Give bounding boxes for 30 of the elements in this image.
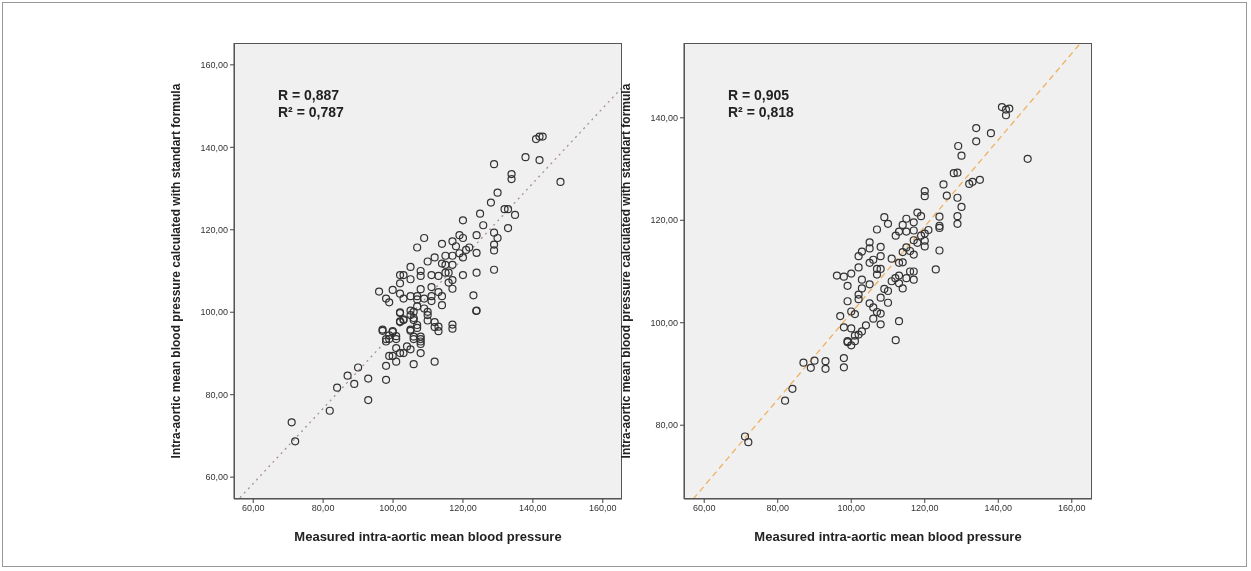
y-tick-label: 120,00 <box>650 215 678 226</box>
y-axis-title: Intra-aortic mean blood pressure calculated with standart formula <box>618 82 634 461</box>
x-tick-label: 60,00 <box>241 503 265 514</box>
x-axis-title: Measured intra-aortic mean blood pressure <box>293 529 563 544</box>
x-tick-label: 60,00 <box>692 503 716 514</box>
y-tick-label: 160,00 <box>200 60 228 71</box>
y-tick-label: 120,00 <box>200 224 228 235</box>
y-tick-label: 100,00 <box>650 317 678 328</box>
annotation: R = 0,905 <box>728 87 790 103</box>
x-axis-title: Measured intra-aortic mean blood pressure <box>753 529 1023 544</box>
x-tick-label: 160,00 <box>589 503 617 514</box>
x-tick-label: 160,00 <box>1058 503 1086 514</box>
y-tick-label: 80,00 <box>655 420 678 431</box>
annotation: R² = 0,787 <box>278 104 344 120</box>
y-axis-title: Intra-aortic mean blood pressure calculated with standart formula <box>168 82 184 461</box>
y-tick-label: 140,00 <box>200 142 228 153</box>
x-tick-label: 140,00 <box>984 503 1013 514</box>
x-tick-label: 100,00 <box>379 503 407 514</box>
annotation: R² = 0,818 <box>728 104 794 120</box>
x-tick-label: 80,00 <box>311 503 335 514</box>
y-tick-label: 80,00 <box>205 389 228 400</box>
y-tick-label: 100,00 <box>200 307 228 318</box>
y-tick-label: 140,00 <box>650 113 678 123</box>
y-tick-label: 60,00 <box>205 472 228 483</box>
x-tick-label: 120,00 <box>910 503 939 514</box>
x-tick-label: 120,00 <box>449 503 477 514</box>
x-tick-label: 100,00 <box>837 503 866 514</box>
annotation: R = 0,887 <box>278 87 340 103</box>
x-tick-label: 140,00 <box>519 503 547 514</box>
x-tick-label: 80,00 <box>766 503 789 514</box>
